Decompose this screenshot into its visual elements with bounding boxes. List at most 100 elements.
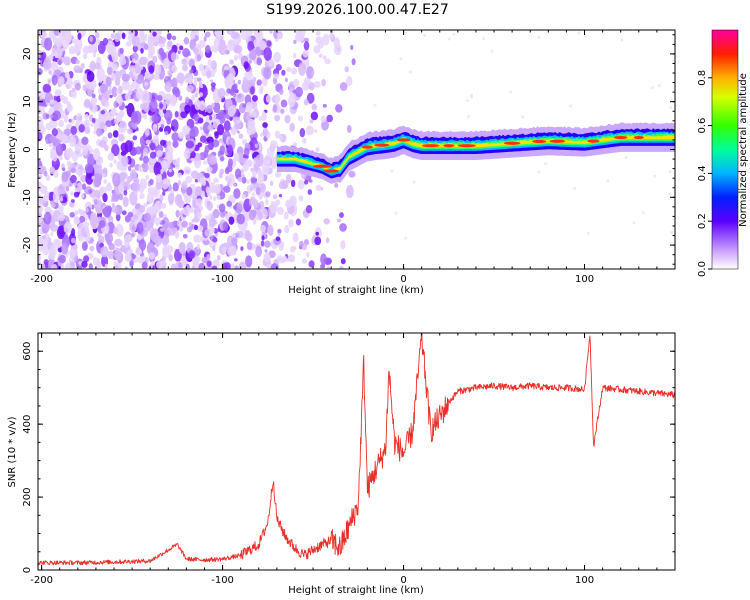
spectrogram-speckle	[213, 177, 219, 183]
spectrogram-speckle	[174, 110, 179, 118]
spectrogram-speckle	[148, 252, 156, 260]
spectrogram-speckle	[325, 237, 330, 244]
spectrogram-speckle	[196, 243, 200, 250]
spectrogram-speckle	[70, 228, 76, 237]
spectrogram-speckle	[273, 73, 280, 79]
spectrogram-speckle	[202, 121, 211, 134]
x-tick-label: -100	[211, 575, 234, 586]
spectrogram-speckle	[234, 258, 238, 262]
spectrogram-speckle	[315, 31, 321, 36]
spectrogram-speckle	[86, 70, 95, 82]
spectrogram-speckle	[309, 119, 314, 124]
spectrogram-speckle	[171, 132, 180, 142]
spectrogram-speckle	[186, 84, 194, 93]
spectrogram-speckle	[167, 70, 173, 76]
spectrogram-speckle	[279, 134, 283, 142]
spectrogram-speckle	[191, 265, 196, 269]
spectrogram-speckle	[145, 139, 151, 145]
spectrogram-speckle	[164, 147, 169, 153]
spectrogram-speckle	[139, 156, 143, 161]
spectrogram-speckle	[190, 170, 199, 179]
spectrogram-speckle	[70, 199, 75, 204]
spectrogram-speckle	[112, 130, 119, 138]
spectrogram-speckle	[66, 103, 73, 113]
spectrogram-speckle	[61, 167, 66, 172]
spectrogram-speckle	[224, 167, 230, 175]
spectrogram-speckle	[345, 184, 354, 199]
spectrogram-speckle	[160, 227, 165, 232]
spectrogram-speckle	[125, 41, 132, 47]
spectrogram-speckle	[161, 178, 169, 190]
spectrogram-speckle	[115, 213, 121, 222]
spectrogram-speckle	[233, 152, 240, 162]
spectrogram-speckle	[131, 232, 135, 238]
spectrogram-speckle	[132, 58, 136, 64]
spectrogram-speckle	[244, 229, 251, 241]
spectrogram-speckle	[184, 208, 188, 215]
spectrogram-speckle	[275, 63, 282, 71]
y-tick-label: 20	[22, 48, 33, 61]
colorbar-axes: 0.0 0.2 0.4 0.6 0.8	[697, 29, 739, 277]
spectrogram-speckle	[345, 76, 353, 87]
spectrogram-speckle	[290, 67, 298, 75]
spectrogram-speckle	[63, 227, 69, 233]
spectrogram-speckle	[124, 266, 128, 269]
spectrogram-speckle	[243, 61, 249, 70]
spectrogram-speckle	[92, 256, 98, 266]
spectrogram-speckle	[284, 77, 288, 83]
spectrogram-speckle	[288, 254, 295, 262]
spectrogram-speckle	[204, 45, 211, 54]
spectrogram-speckle	[89, 60, 96, 72]
spectrogram-speckle	[64, 262, 72, 269]
spectrogram-speckle	[224, 131, 229, 136]
spectrogram-speckle	[199, 177, 204, 183]
spectrogram-speckle	[277, 232, 281, 237]
spectrogram-speckle	[606, 179, 610, 183]
spectrogram-speckle	[158, 211, 164, 218]
spectrogram-speckle	[61, 30, 69, 39]
spectrogram-speckle	[307, 189, 313, 196]
spectrogram-speckle	[100, 246, 109, 258]
spectrogram-speckle	[49, 166, 56, 175]
spectrogram-speckle	[258, 116, 262, 121]
spectrogram-speckle	[98, 235, 105, 245]
spectrogram-speckle	[95, 38, 100, 46]
spectrogram-speckle	[55, 143, 64, 156]
spectrogram-speckle	[210, 82, 216, 88]
spectrogram-speckle	[78, 115, 83, 121]
spectrogram-speckle	[214, 30, 222, 38]
x-tick-label: 0	[400, 575, 406, 586]
spectrogram-speckle	[63, 114, 69, 123]
spectrogram-speckle	[147, 135, 153, 141]
spectrogram-speckle	[38, 123, 43, 129]
spectrogram-speckle	[94, 62, 101, 70]
spectrogram-speckle	[292, 53, 297, 59]
spectrogram-speckle	[198, 262, 206, 269]
spectrogram-speckle	[98, 78, 103, 84]
spectrogram-speckle	[111, 52, 119, 63]
spectrogram-speckle	[159, 194, 164, 202]
spectrogram-speckle	[234, 44, 243, 54]
spectrogram-speckle	[178, 95, 183, 101]
spectrogram-speckle	[169, 94, 177, 107]
spectrogram-speckle	[61, 242, 69, 255]
spectrogram-speckle	[71, 38, 76, 44]
spectrogram-speckle	[281, 69, 286, 76]
spectrogram-speckle	[272, 104, 278, 113]
spectrogram-speckle	[185, 96, 190, 104]
spectrogram-speckle	[670, 231, 674, 235]
spectrogram-speckle	[105, 76, 112, 87]
colorbar	[712, 30, 738, 269]
spectrogram-speckle	[201, 69, 208, 77]
spectrogram-speckle	[181, 220, 188, 228]
spectrogram-speckle	[274, 93, 281, 103]
spectrogram-peak	[396, 138, 411, 142]
spectrogram-speckle	[121, 210, 127, 216]
spectrogram-peak	[313, 164, 332, 168]
spectrogram-speckle	[65, 185, 70, 192]
spectrogram-speckle	[143, 212, 152, 222]
spectrogram-speckle	[86, 230, 90, 236]
spectrogram-speckle	[61, 171, 69, 183]
spectrogram-speckle	[302, 49, 309, 58]
